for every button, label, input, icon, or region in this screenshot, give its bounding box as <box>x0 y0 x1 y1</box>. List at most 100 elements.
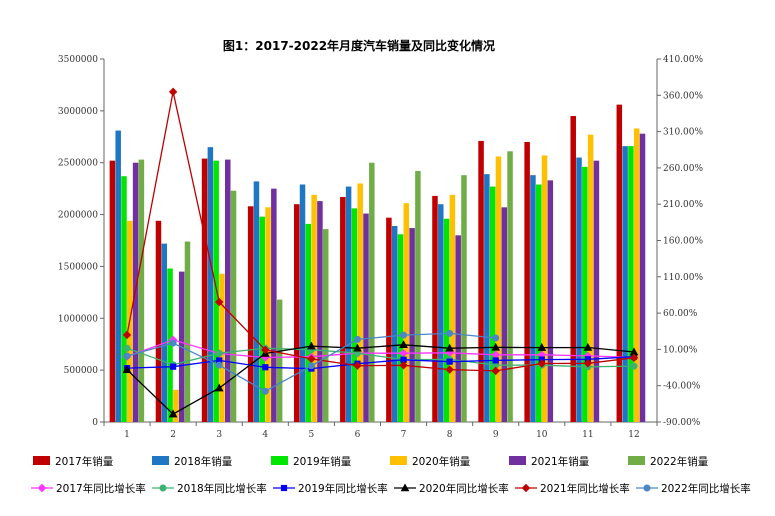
bar-2019年销量-4 <box>259 216 265 422</box>
bar-2019年销量-3 <box>213 160 219 422</box>
point-2022年同比增长率-7 <box>400 331 408 339</box>
point-2020年同比增长率-10 <box>537 343 547 351</box>
x-tick-label: 4 <box>262 430 268 440</box>
legend-label: 2018年销量 <box>174 455 233 468</box>
right-tick-label: 360.00% <box>663 91 703 101</box>
bar-2019年销量-7 <box>397 234 404 422</box>
point-2019年同比增长率-8 <box>446 358 453 365</box>
bar-2021年销量-10 <box>547 180 554 422</box>
bar-2022年销量-4 <box>276 299 283 422</box>
bar-2020年销量-6 <box>357 183 363 422</box>
legend-label: 2019年销量 <box>293 455 352 468</box>
x-tick-label: 11 <box>582 430 593 440</box>
bar-2022年销量-2 <box>184 241 191 422</box>
bar-2021年销量-11 <box>593 160 600 422</box>
point-2020年同比增长率-2 <box>168 409 178 418</box>
bar-2021年销量-4 <box>271 188 277 422</box>
bar-2022年销量-3 <box>230 190 237 422</box>
bar-2018年销量-2 <box>161 243 168 422</box>
x-tick-label: 9 <box>493 430 499 440</box>
legend-label: 2021年同比增长率 <box>540 482 630 495</box>
right-tick-label: 110.00% <box>663 273 703 283</box>
legend-swatch <box>33 456 50 465</box>
bar-2017年销量-4 <box>247 206 254 422</box>
bar-2020年销量-8 <box>449 194 456 422</box>
bar-2017年销量-9 <box>478 140 484 423</box>
bar-2017年销量-8 <box>432 195 438 422</box>
bar-2017年销量-10 <box>524 141 530 422</box>
bar-2021年销量-6 <box>363 213 369 422</box>
right-tick-label: -40.00% <box>663 382 701 392</box>
legend-swatch <box>628 456 645 465</box>
bar-2018年销量-5 <box>299 184 306 422</box>
x-tick-label: 3 <box>216 430 222 440</box>
bar-2017年销量-2 <box>155 220 162 422</box>
left-tick-label: 1000000 <box>58 314 98 324</box>
point-2021年同比增长率-9 <box>491 366 500 376</box>
line-2018年同比增长率 <box>126 347 635 368</box>
point-2022年同比增长率-8 <box>446 329 454 337</box>
bar-2019年销量-10 <box>535 184 542 422</box>
bar-2017年销量-5 <box>293 204 300 422</box>
point-2022年同比增长率-1 <box>123 352 131 360</box>
legend-marker <box>521 483 531 493</box>
bar-2018年销量-10 <box>530 175 536 422</box>
left-tick-label: 2000000 <box>58 211 98 221</box>
x-tick-label: 2 <box>170 430 176 440</box>
bar-2021年销量-8 <box>455 235 461 422</box>
right-tick-label: 10.00% <box>663 345 698 355</box>
x-tick-label: 7 <box>401 430 407 440</box>
point-2021年同比增长率-10 <box>537 359 546 368</box>
point-2022年同比增长率-3 <box>215 361 223 369</box>
point-2021年同比增长率-11 <box>583 359 593 368</box>
point-2021年同比增长率-3 <box>215 297 224 307</box>
bar-2020年销量-7 <box>403 203 410 422</box>
bar-2021年销量-12 <box>639 133 646 422</box>
left-tick-label: 0 <box>92 418 98 428</box>
bar-2017年销量-12 <box>616 104 623 423</box>
left-tick-label: 2500000 <box>58 159 98 169</box>
left-tick-label: 1500000 <box>58 262 98 272</box>
bar-2020年销量-11 <box>587 134 594 422</box>
line-2021年同比增长率 <box>126 91 635 372</box>
bar-2019年销量-1 <box>121 176 127 422</box>
legend-marker <box>159 484 167 492</box>
point-2022年同比增长率-5 <box>307 362 315 370</box>
point-2020年同比增长率-1 <box>122 365 132 374</box>
bar-2018年销量-11 <box>576 157 582 422</box>
right-tick-label: -90.00% <box>663 418 701 428</box>
legend-marker <box>400 483 410 492</box>
legend-label: 2021年销量 <box>531 455 590 468</box>
point-2021年同比增长率-8 <box>445 365 454 374</box>
bar-2019年销量-11 <box>582 166 588 422</box>
point-2021年同比增长率-6 <box>353 361 362 370</box>
bar-2019年销量-8 <box>443 218 450 422</box>
legend-label: 2020年销量 <box>412 455 471 468</box>
bar-2017年销量-3 <box>201 158 208 422</box>
left-tick-label: 3000000 <box>58 107 98 117</box>
legend-marker <box>280 484 288 492</box>
bar-2020年销量-3 <box>219 273 225 422</box>
point-2018年同比增长率-3 <box>215 349 223 357</box>
right-tick-label: 160.00% <box>663 237 703 247</box>
legend-swatch <box>271 456 288 465</box>
x-tick-label: 12 <box>628 430 639 440</box>
x-tick-label: 5 <box>309 430 315 440</box>
bar-2022年销量-8 <box>461 175 467 422</box>
right-tick-label: 210.00% <box>663 200 703 210</box>
bar-2018年销量-6 <box>345 186 352 422</box>
legend-marker <box>643 484 651 492</box>
bar-2020年销量-12 <box>633 128 640 422</box>
bar-2017年销量-7 <box>386 217 392 422</box>
bar-2021年销量-7 <box>409 228 415 422</box>
bar-2022年销量-6 <box>369 162 375 422</box>
point-2020年同比增长率-7 <box>399 340 408 349</box>
bar-2022年销量-5 <box>322 229 329 422</box>
point-2021年同比增长率-12 <box>629 353 639 363</box>
right-tick-label: 260.00% <box>663 164 703 174</box>
point-2018年同比增长率-12 <box>630 362 638 370</box>
x-tick-label: 8 <box>447 430 453 440</box>
bar-2017年销量-1 <box>109 160 116 422</box>
right-tick-label: 60.00% <box>663 309 698 319</box>
